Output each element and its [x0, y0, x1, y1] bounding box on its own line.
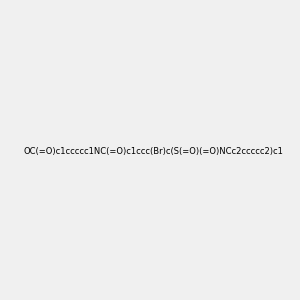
Text: OC(=O)c1ccccc1NC(=O)c1ccc(Br)c(S(=O)(=O)NCc2ccccc2)c1: OC(=O)c1ccccc1NC(=O)c1ccc(Br)c(S(=O)(=O)…	[24, 147, 284, 156]
